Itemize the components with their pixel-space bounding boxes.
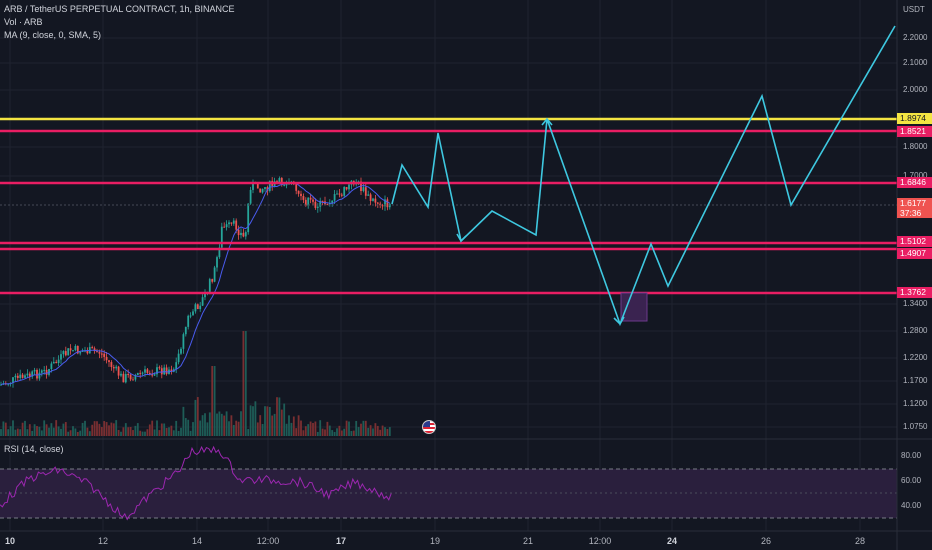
price-tick: 1.7000 [903, 171, 928, 180]
yellow-level-tag[interactable]: 1.8974 [897, 113, 932, 124]
price-tick: 1.2800 [903, 326, 928, 335]
rsi-tick: 60.00 [901, 476, 922, 485]
price-tick: 1.3400 [903, 299, 928, 308]
rsi-legend[interactable]: RSI (14, close) [4, 444, 64, 454]
chart-title: ARB / TetherUS PERPETUAL CONTRACT, 1h, B… [4, 4, 235, 14]
price-tick: 1.1700 [903, 376, 928, 385]
projection-path [391, 25, 896, 327]
time-tick: 19 [429, 536, 441, 546]
level-tag-1[interactable]: 1.8521 [897, 126, 932, 137]
time-tick: 21 [522, 536, 534, 546]
volume-legend[interactable]: Vol · ARB [4, 17, 43, 27]
rsi-tick: 80.00 [901, 451, 922, 460]
rsi-line [0, 445, 392, 521]
arrow-head-2 [541, 117, 553, 126]
level-tag-2[interactable]: 1.6846 [897, 177, 932, 188]
level-tag-5[interactable]: 1.3762 [897, 287, 932, 298]
time-tick: 26 [760, 536, 772, 546]
price-tick: 1.8000 [903, 142, 928, 151]
current-price-tag[interactable]: 1.6177 37:36 [897, 198, 932, 218]
time-tick: 10 [4, 536, 16, 546]
ma-line [0, 182, 390, 386]
currency-label: USDT [903, 5, 925, 14]
arrow-head-1 [456, 233, 467, 243]
arrow-head-3 [613, 316, 625, 326]
time-tick: 14 [191, 536, 203, 546]
target-zone-box [620, 292, 648, 322]
time-tick: 17 [335, 536, 347, 546]
level-tag-3[interactable]: 1.5102 [897, 236, 932, 247]
bar-countdown: 37:36 [900, 208, 922, 218]
time-tick: 12:00 [256, 536, 280, 546]
price-tick: 2.1000 [903, 58, 928, 67]
price-tick: 1.2200 [903, 353, 928, 362]
price-tick: 1.1200 [903, 399, 928, 408]
level-tag-4[interactable]: 1.4907 [897, 248, 932, 259]
time-tick: 24 [666, 536, 678, 546]
time-tick: 12:00 [588, 536, 612, 546]
time-tick: 12 [97, 536, 109, 546]
price-tick: 2.2000 [903, 33, 928, 42]
rsi-tick: 40.00 [901, 501, 922, 510]
current-price-value: 1.6177 [900, 198, 926, 208]
time-tick: 28 [854, 536, 866, 546]
price-tick: 2.0000 [903, 85, 928, 94]
ma-legend[interactable]: MA (9, close, 0, SMA, 5) [4, 30, 102, 40]
price-tick: 1.0750 [903, 422, 928, 431]
us-flag-icon[interactable] [422, 420, 436, 434]
rsi-band [0, 469, 897, 518]
